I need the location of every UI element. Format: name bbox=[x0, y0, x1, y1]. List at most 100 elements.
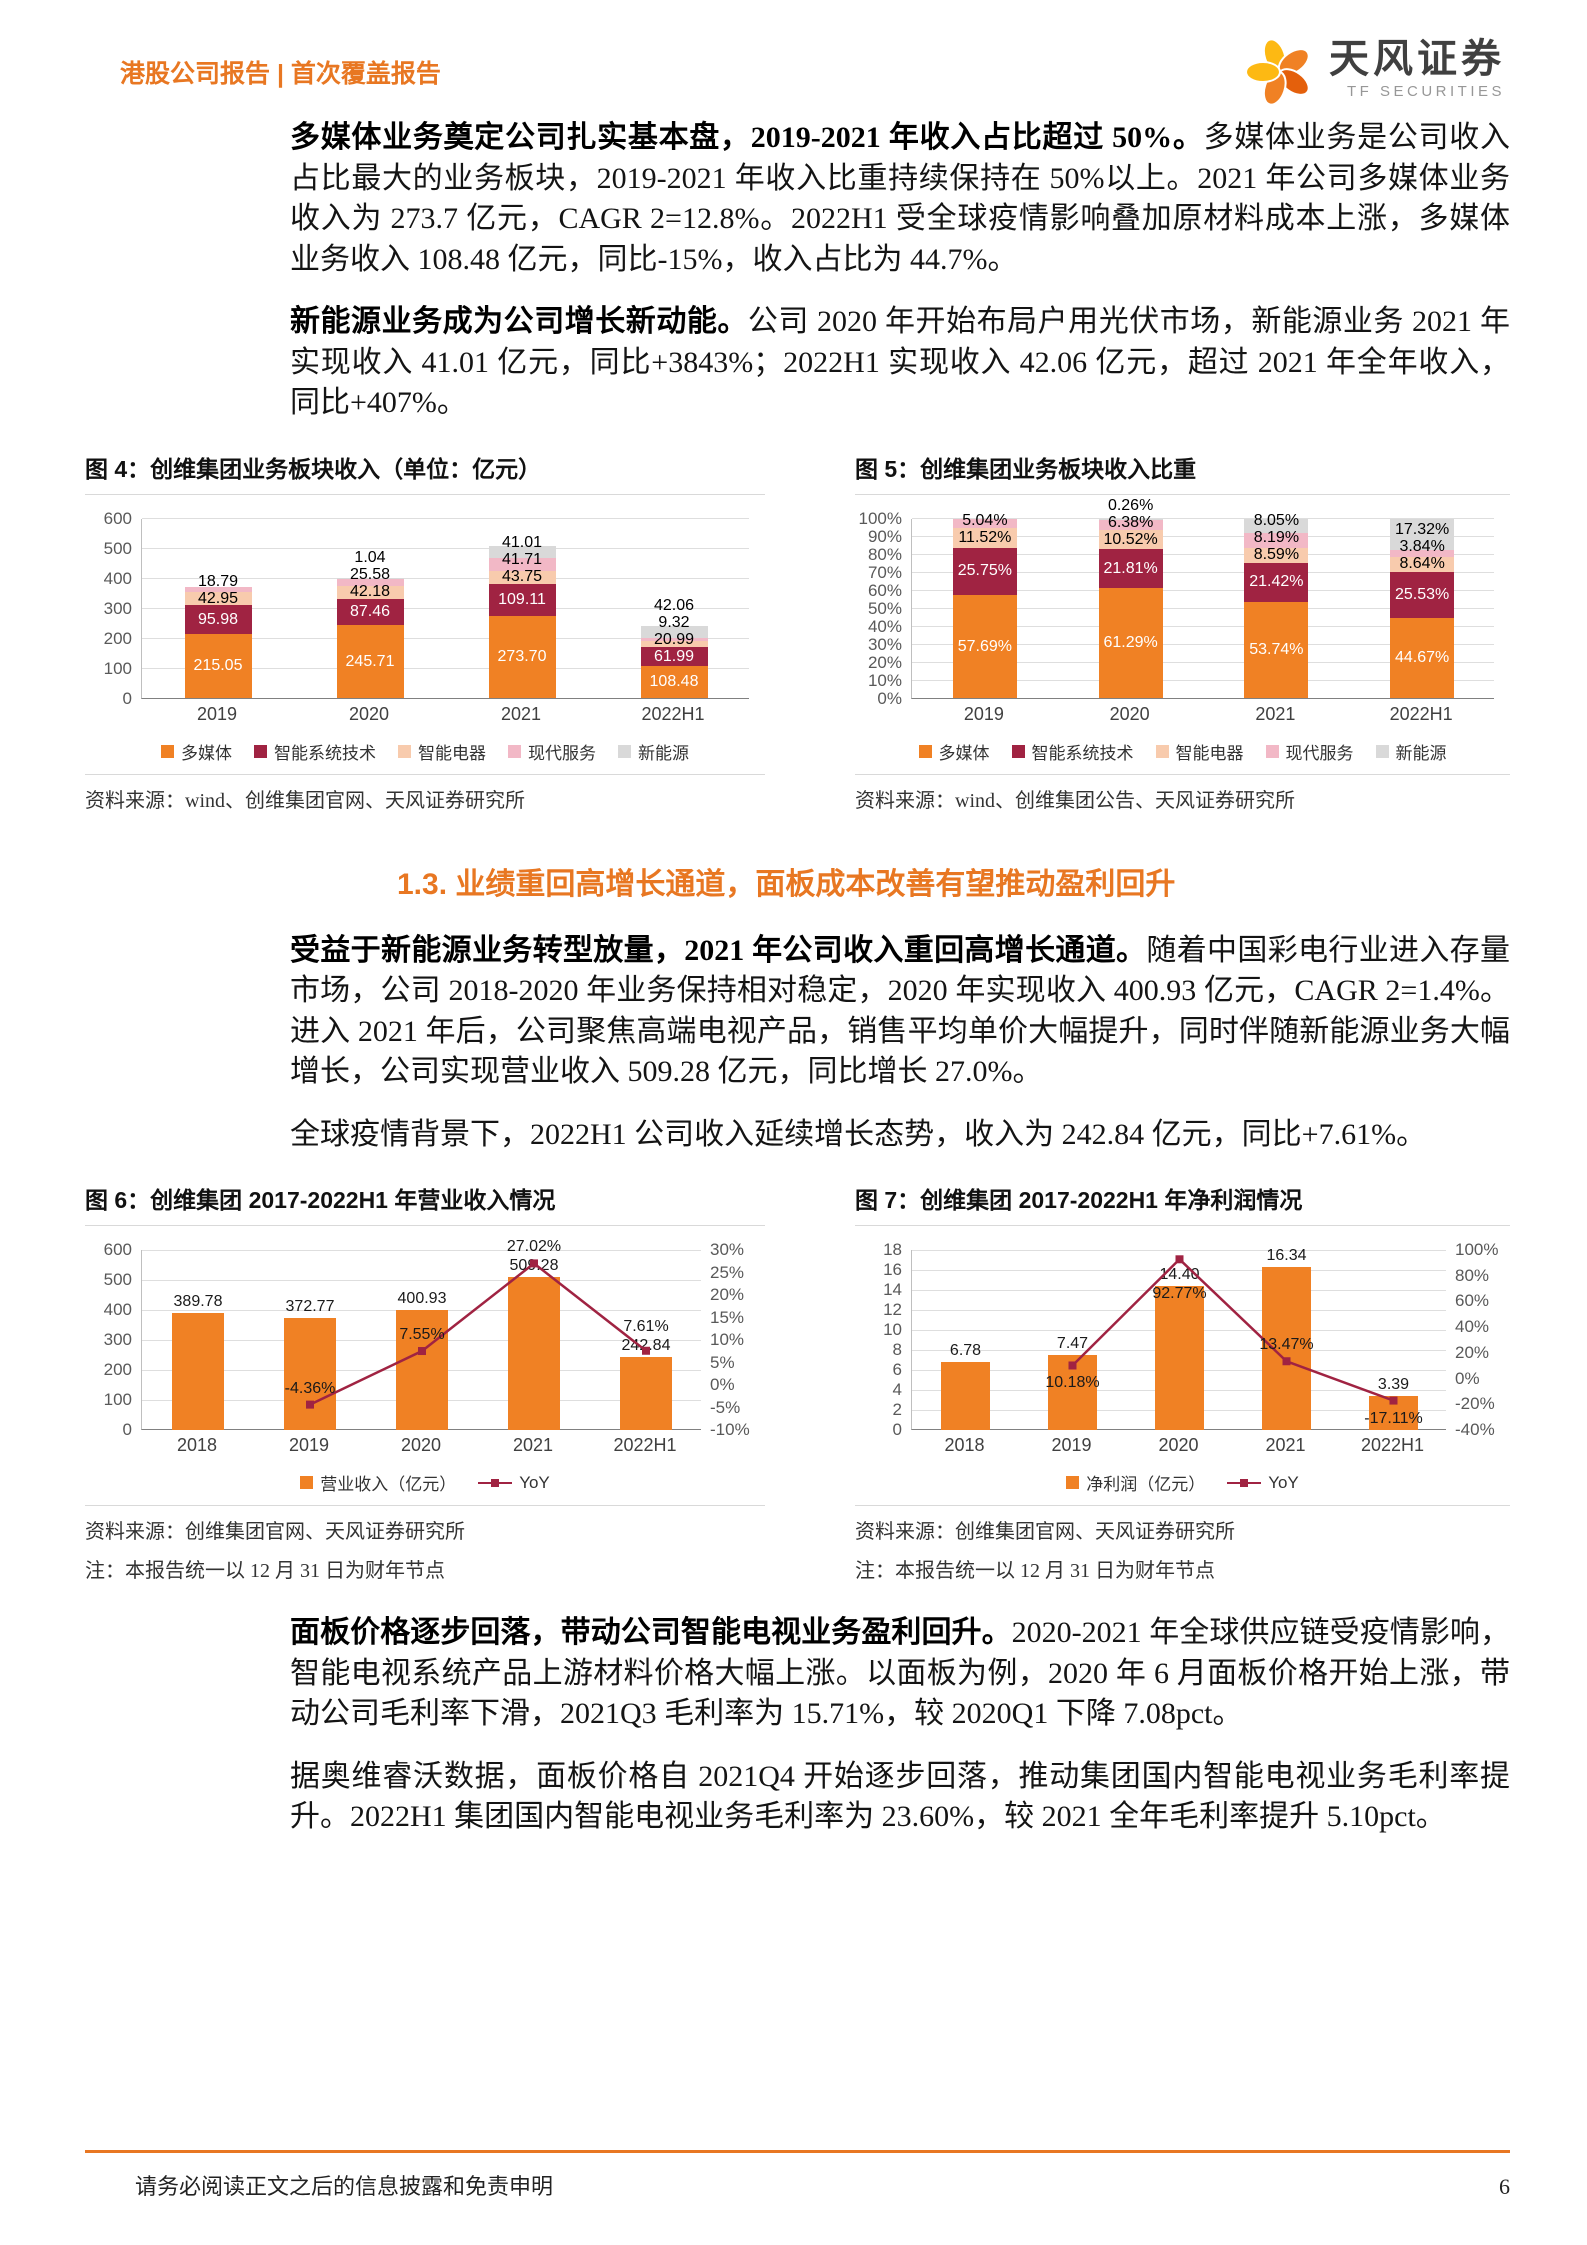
y-axis-tick-label: 0 bbox=[122, 1420, 132, 1439]
bar-segment bbox=[640, 625, 708, 639]
figure-7-source: 资料来源：创维集团官网、天风证券研究所 bbox=[855, 1505, 1510, 1544]
tf-logo-flower-icon bbox=[1245, 38, 1310, 106]
tf-securities-logo: 天风证券 TF SECURITIES bbox=[1243, 32, 1505, 106]
y-axis-tick-label: 60% bbox=[867, 580, 902, 600]
legend-item: 智能系统技术 bbox=[1011, 739, 1134, 764]
bar-segment bbox=[184, 586, 252, 593]
figure-5-title: 图 5：创维集团业务板块收入比重 bbox=[855, 450, 1510, 495]
legend-item: 多媒体 bbox=[918, 739, 990, 764]
bar-segment bbox=[640, 638, 708, 642]
legend-label: 营业收入（亿元） bbox=[320, 1475, 457, 1494]
legend-label: YoY bbox=[1268, 1472, 1299, 1492]
legend-marker-icon bbox=[1240, 1478, 1249, 1487]
bar-value-label: 57.69% bbox=[957, 637, 1012, 655]
gridline bbox=[142, 518, 749, 519]
yoy-trend-line bbox=[1071, 1257, 1394, 1402]
legend-label: 多媒体 bbox=[181, 743, 232, 763]
legend-swatch-icon bbox=[398, 744, 411, 758]
y-axis-tick-label: 16 bbox=[883, 1260, 902, 1279]
bar-value-label: 42.18 bbox=[349, 583, 391, 601]
gridline bbox=[142, 638, 749, 639]
bar-value-label: 11.52% bbox=[958, 528, 1012, 546]
x-axis-label: 2019 bbox=[1051, 1435, 1092, 1455]
x-axis-label: 2020 bbox=[400, 1435, 442, 1455]
secondary-y-axis-tick-label: 5% bbox=[710, 1352, 735, 1372]
secondary-y-axis-tick-label: 25% bbox=[710, 1262, 745, 1282]
bar-value-label: 108.48 bbox=[649, 673, 699, 691]
secondary-y-axis-tick-label: -40% bbox=[1455, 1420, 1495, 1439]
legend-item: 现代服务 bbox=[508, 739, 596, 764]
y-axis-tick-label: 90% bbox=[867, 526, 902, 546]
figure-6-title: 图 6：创维集团 2017-2022H1 年营业收入情况 bbox=[85, 1181, 765, 1226]
paragraph-lead-bold: 新能源业务成为公司增长新动能。 bbox=[290, 305, 748, 338]
bar-value-label: 25.58 bbox=[349, 566, 391, 584]
yoy-marker bbox=[1282, 1357, 1291, 1366]
legend-item: 新能源 bbox=[618, 739, 689, 764]
bar-segment bbox=[952, 548, 1017, 595]
gridline bbox=[142, 1249, 701, 1251]
bar-segment bbox=[1390, 518, 1455, 550]
paragraph-panel-price: 面板价格逐步回落，带动公司智能电视业务盈利回升。2020-2021 年全球供应链… bbox=[290, 1613, 1510, 1735]
y-axis-tick-label: 40% bbox=[867, 616, 902, 636]
legend-item: 多媒体 bbox=[161, 739, 232, 764]
legend-label: 智能系统技术 bbox=[274, 743, 376, 763]
bar-value-label: 21.42% bbox=[1249, 573, 1304, 591]
bar-segment bbox=[640, 641, 708, 648]
secondary-y-axis-tick-label: 0% bbox=[710, 1375, 735, 1394]
y-axis-tick-label: 300 bbox=[103, 598, 132, 618]
legend-label: YoY bbox=[519, 1472, 550, 1492]
y-axis-tick-label: 600 bbox=[103, 508, 132, 528]
bar-value-label: 3.84% bbox=[1399, 538, 1445, 556]
legend-swatch-icon bbox=[300, 1476, 314, 1489]
yoy-marker bbox=[642, 1346, 650, 1355]
x-axis-label: 2022H1 bbox=[613, 1435, 677, 1455]
yoy-line-layer bbox=[306, 1259, 650, 1409]
bar-segment bbox=[952, 527, 1017, 549]
bar-value-label: 1.04 bbox=[354, 549, 386, 567]
figure-5-source: 资料来源：wind、创维集团公告、天风证券研究所 bbox=[855, 773, 1510, 813]
legend-swatch-icon bbox=[254, 744, 267, 758]
bar-value-label: 8.05% bbox=[1253, 512, 1300, 530]
secondary-y-axis-tick-label: -10% bbox=[710, 1420, 750, 1439]
y-axis-tick-label: 70% bbox=[867, 562, 902, 582]
bar-segment bbox=[952, 518, 1017, 528]
figure-7-bar-line-chart: 6.78 7.47 14.40 16.34 3.39 10.18% 92.77% 13.47%… bbox=[855, 1240, 1510, 1462]
bar bbox=[508, 1277, 560, 1430]
x-axis-label: 2021 bbox=[500, 703, 542, 724]
bar-segment bbox=[952, 594, 1017, 699]
secondary-y-axis-tick-label: 10% bbox=[710, 1330, 745, 1349]
bar-value-label: 61.99 bbox=[653, 647, 695, 665]
bar-value-label: 372.77 bbox=[285, 1298, 335, 1316]
gridline bbox=[912, 572, 1494, 573]
bar-segment bbox=[1098, 588, 1163, 699]
figure-4-stacked-bar-chart: 215.05 95.98 42.95 18.79 245.71 87.46 42.18 25.… bbox=[85, 509, 765, 731]
x-axis-label: 2018 bbox=[944, 1435, 985, 1455]
bar-segment bbox=[1244, 532, 1309, 548]
bar-value-label: 25.75% bbox=[957, 562, 1012, 580]
bar-segment bbox=[184, 633, 252, 699]
figure-6-note: 注：本报告统一以 12 月 31 日为财年节点 bbox=[85, 1560, 445, 1582]
secondary-y-axis-tick-label: -20% bbox=[1455, 1394, 1495, 1414]
gridline bbox=[912, 644, 1494, 645]
logo-name-en: TF SECURITIES bbox=[1346, 83, 1505, 100]
bar-value-label: 21.81% bbox=[1103, 559, 1158, 577]
y-axis-tick-label: 6 bbox=[892, 1360, 902, 1379]
paragraph-lead-bold: 受益于新能源业务转型放量，2021 年公司收入重回高增长通道。 bbox=[290, 933, 1147, 967]
y-axis-tick-label: 18 bbox=[883, 1240, 902, 1259]
legend-label: 现代服务 bbox=[1285, 743, 1354, 763]
gridline bbox=[912, 1269, 1446, 1271]
secondary-y-axis-tick-label: 100% bbox=[1455, 1240, 1499, 1259]
figure-4-legend: 多媒体 智能系统技术 智能电器 现代服务 新能源 bbox=[85, 739, 765, 764]
y-axis-tick-label: 0 bbox=[892, 1420, 902, 1439]
x-axis-label: 2022H1 bbox=[1360, 1435, 1425, 1455]
logo-name-cn: 天风证券 bbox=[1329, 37, 1505, 81]
legend-item: 智能系统技术 bbox=[254, 739, 376, 764]
legend-label: 智能电器 bbox=[1175, 743, 1244, 763]
bar-value-label: 10.52% bbox=[1103, 530, 1158, 548]
legend-label: 净利润（亿元） bbox=[1086, 1475, 1206, 1494]
bar-value-label: 95.98 bbox=[197, 610, 239, 628]
y-axis-tick-label: 500 bbox=[103, 538, 132, 558]
bar-value-label: 18.79 bbox=[197, 572, 239, 590]
line-value-label: 27.02% bbox=[506, 1238, 562, 1256]
paragraph-text: 据奥维睿沃数据，面板价格自 2021Q4 开始逐步回落，推动集团国内智能电视业务… bbox=[290, 1759, 1510, 1834]
